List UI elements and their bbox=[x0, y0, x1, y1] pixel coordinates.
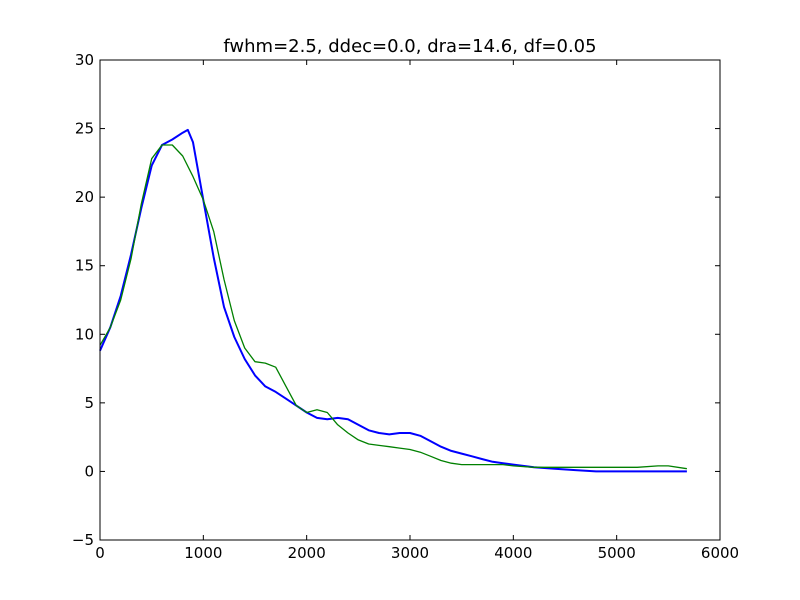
series-layer bbox=[99, 128, 687, 473]
y-tick-label: 5 bbox=[84, 394, 94, 412]
y-tick-label: −5 bbox=[72, 531, 94, 549]
x-tick-label: 0 bbox=[95, 544, 105, 562]
y-tick-label: 20 bbox=[75, 188, 94, 206]
chart-title: fwhm=2.5, ddec=0.0, dra=14.6, df=0.05 bbox=[223, 36, 596, 57]
y-tick-label: 15 bbox=[75, 257, 94, 275]
x-tick-label: 2000 bbox=[288, 544, 326, 562]
series-line-2 bbox=[99, 144, 687, 470]
x-tick-label: 5000 bbox=[598, 544, 636, 562]
x-axis: 0 1000 2000 3000 4000 5000 6000 bbox=[95, 60, 739, 562]
y-tick-label: 0 bbox=[84, 462, 94, 480]
series-line-1 bbox=[99, 128, 687, 473]
x-tick-label: 1000 bbox=[184, 544, 222, 562]
x-tick-label: 3000 bbox=[391, 544, 429, 562]
y-tick-label: 10 bbox=[75, 325, 94, 343]
plot-frame bbox=[99, 59, 721, 541]
x-tick-label: 4000 bbox=[494, 544, 532, 562]
y-tick-label: 25 bbox=[75, 120, 94, 138]
y-axis: −5 0 5 10 15 20 25 30 bbox=[72, 51, 720, 549]
y-tick-label: 30 bbox=[75, 51, 94, 69]
x-tick-label: 6000 bbox=[701, 544, 739, 562]
